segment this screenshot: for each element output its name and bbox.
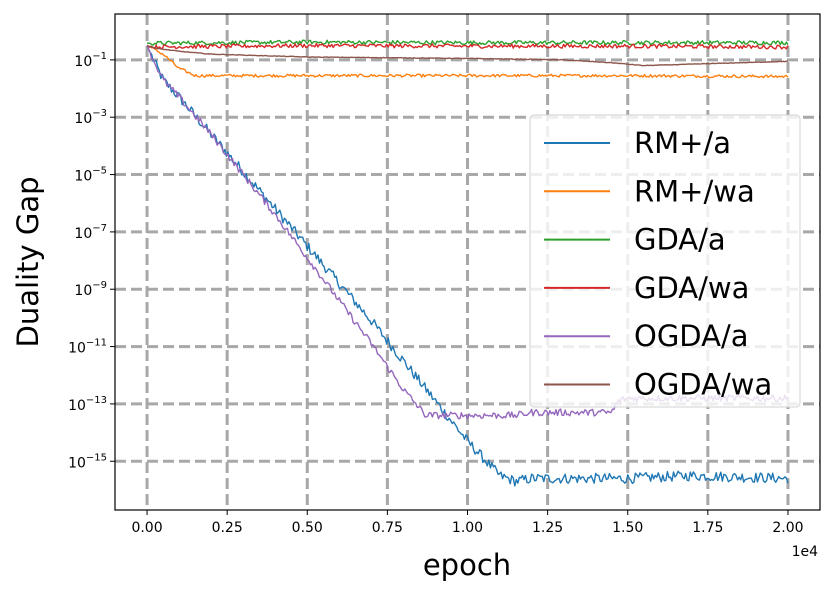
x-tick-label: 0.00: [131, 520, 162, 536]
legend-label: OGDA/wa: [634, 368, 772, 402]
y-tick-label: 10−9: [74, 280, 107, 299]
series-lines: [146, 39, 789, 487]
legend-label: GDA/wa: [634, 271, 749, 305]
x-tick-label: 0.25: [212, 520, 243, 536]
series-line: [146, 45, 789, 487]
legend-box: [529, 114, 801, 408]
x-tick-label: 1.00: [452, 520, 483, 536]
y-tick-label: 10−13: [68, 395, 107, 414]
axis-ticks: 0.00 0.25 0.50 0.75 1.00 1.25 1.50 1.75 2.00 10−1…: [68, 51, 803, 536]
series-line: [146, 44, 789, 79]
x-tick-label: 2.00: [772, 520, 803, 536]
x-tick-label: 1.75: [692, 520, 723, 536]
x-tick-label: 0.50: [292, 520, 323, 536]
legend-label: RM+/wa: [634, 174, 755, 208]
legend-label: OGDA/a: [634, 319, 749, 353]
y-tick-label: 10−1: [74, 51, 107, 70]
legend: RM+/a RM+/wa GDA/a GDA/wa OGDA/a OGDA/wa: [529, 114, 801, 408]
series-line: [147, 39, 789, 46]
y-tick-label: 10−7: [74, 223, 107, 242]
series-line: [146, 44, 788, 67]
x-axis-label: epoch: [423, 548, 511, 582]
y-tick-label: 10−15: [68, 452, 107, 471]
legend-label: RM+/a: [634, 126, 731, 160]
y-axis-label: Duality Gap: [11, 177, 45, 348]
x-tick-label: 1.25: [532, 520, 563, 536]
y-tick-label: 10−3: [74, 108, 107, 127]
x-tick-label: 1.50: [612, 520, 643, 536]
y-tick-label: 10−5: [74, 166, 107, 185]
x-tick-label: 0.75: [372, 520, 403, 536]
x-axis-offset-text: 1e4: [792, 544, 819, 560]
legend-label: GDA/a: [634, 223, 726, 257]
y-tick-label: 10−11: [68, 338, 107, 357]
series-line: [147, 42, 789, 50]
